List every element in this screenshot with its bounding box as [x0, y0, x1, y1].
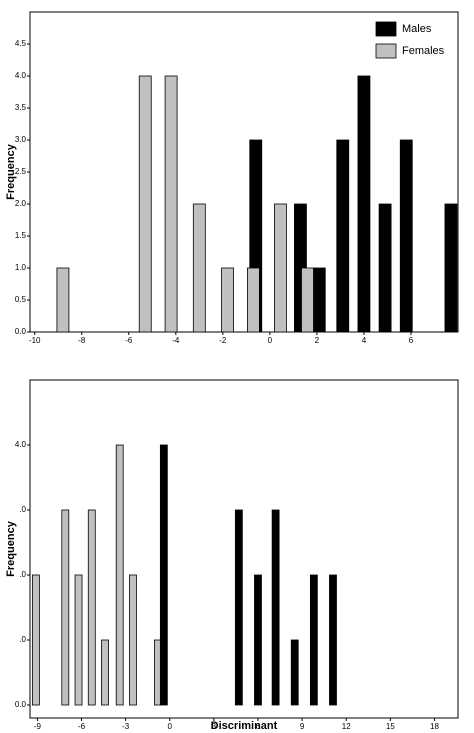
- bar: [61, 509, 70, 706]
- x-tick-label: 6: [256, 722, 261, 731]
- x-tick-label: 0: [167, 722, 172, 731]
- bar: [115, 444, 124, 706]
- bar: [301, 267, 314, 333]
- x-tick-label: -9: [34, 722, 42, 731]
- y-tick-label: 4.5: [15, 39, 27, 48]
- legend-swatch: [375, 43, 397, 59]
- bar: [271, 509, 280, 706]
- bar: [129, 574, 137, 706]
- x-tick-label: -4: [172, 336, 180, 345]
- y-tick-label: 2.5: [15, 167, 27, 176]
- x-tick-label: -6: [78, 722, 86, 731]
- bar: [247, 267, 260, 333]
- bar: [159, 444, 168, 706]
- x-tick-label: -3: [122, 722, 130, 731]
- bar: [254, 574, 262, 706]
- bar: [74, 574, 83, 706]
- bar: [357, 75, 371, 333]
- x-tick-label: 6: [409, 336, 414, 345]
- x-tick-label: 9: [300, 722, 305, 731]
- x-tick-label: -10: [29, 336, 41, 345]
- bar: [138, 75, 152, 333]
- x-tick-label: 0: [268, 336, 273, 345]
- x-tick-label: -2: [219, 336, 227, 345]
- bar: [312, 267, 326, 333]
- bar: [290, 639, 299, 706]
- x-tick-label: 3: [212, 722, 217, 731]
- plot-frame: [29, 379, 459, 719]
- legend-label: Females: [402, 45, 445, 57]
- y-tick-label: 0.0: [15, 700, 27, 709]
- y-tick-label: 3.5: [15, 103, 27, 112]
- bar: [101, 639, 109, 706]
- y-tick-label: .0: [19, 570, 26, 579]
- y-tick-label: 0.5: [15, 295, 27, 304]
- legend-label: Males: [402, 23, 432, 35]
- bar: [234, 509, 243, 706]
- y-tick-label: 3.0: [15, 135, 27, 144]
- legend-swatch: [375, 21, 397, 37]
- bar: [192, 203, 206, 333]
- x-tick-label: -6: [125, 336, 133, 345]
- x-axis-label: Discriminant: [211, 720, 278, 732]
- y-tick-label: 1.5: [15, 231, 27, 240]
- bar: [87, 509, 96, 706]
- bar: [274, 203, 287, 333]
- bar: [378, 203, 392, 333]
- x-tick-label: 12: [342, 722, 351, 731]
- y-tick-label: 1.0: [15, 263, 27, 272]
- bar: [329, 574, 337, 706]
- y-tick-label: 0.0: [15, 327, 27, 336]
- x-tick-label: 4: [362, 336, 367, 345]
- y-axis-label: Frequency: [5, 143, 17, 200]
- bar: [56, 267, 70, 333]
- y-tick-label: .0: [19, 505, 26, 514]
- bar: [31, 574, 40, 706]
- x-tick-label: 18: [430, 722, 439, 731]
- bar: [399, 139, 413, 333]
- y-tick-label: 4.0: [15, 440, 27, 449]
- plot-frame: [29, 11, 459, 333]
- y-axis-label: Frequency: [5, 520, 17, 577]
- bar: [164, 75, 178, 333]
- x-tick-label: 15: [386, 722, 395, 731]
- bar: [444, 203, 458, 333]
- y-tick-label: 4.0: [15, 71, 27, 80]
- bar: [309, 574, 318, 706]
- bar: [221, 267, 234, 333]
- y-tick-label: .0: [19, 635, 26, 644]
- bar: [336, 139, 350, 333]
- x-tick-label: 2: [315, 336, 320, 345]
- x-tick-label: -8: [78, 336, 86, 345]
- y-tick-label: 2.0: [15, 199, 27, 208]
